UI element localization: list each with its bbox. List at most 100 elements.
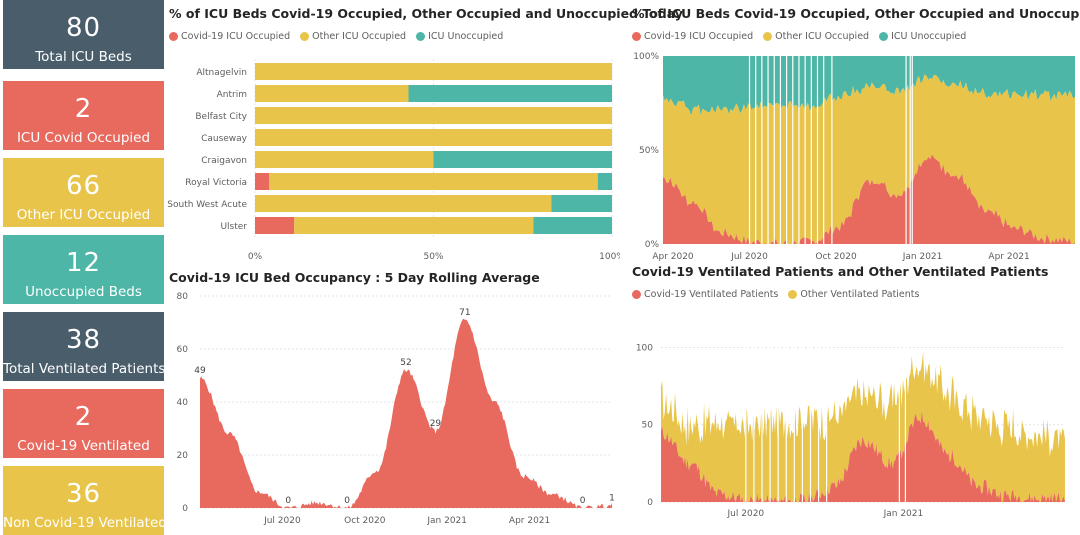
x-tick-label: Oct 2020 (815, 252, 857, 262)
kpi-value: 2 (74, 402, 93, 432)
kpi-value: 2 (74, 94, 93, 124)
kpi-label: Other ICU Occupied (16, 207, 151, 223)
legend-dot-unocc (416, 32, 426, 41)
y-tick-label: 100% (633, 52, 659, 62)
y-tick-label: 0 (182, 504, 188, 514)
kpi-label: ICU Covid Occupied (16, 130, 151, 146)
bar-segment (255, 85, 409, 102)
legend-dot-other (763, 32, 773, 41)
rolling-average-area-chart[interactable]: 0 20 40 60 80 Jul 2020 Oct 2020 Jan 2021 Apr 202… (160, 288, 620, 528)
bar-segment (255, 107, 612, 124)
kpi-value: 80 (65, 13, 102, 43)
legend-dot-other (300, 32, 310, 41)
legend-label-other: Other ICU Occupied (775, 31, 870, 42)
legend-label-covid-vent: Covid-19 Ventilated Patients (644, 289, 779, 300)
legend-hospital-today[interactable]: Covid-19 ICU Occupied Other ICU Occupied… (169, 31, 507, 42)
kpi-card[interactable]: 2 ICU Covid Occupied (3, 81, 164, 150)
data-label: 0 (285, 496, 291, 506)
bar-segment (294, 217, 534, 234)
x-tick-label: Apr 2020 (652, 252, 694, 262)
bar-segment (533, 217, 612, 234)
x-tick-label: Apr 2021 (988, 252, 1029, 262)
kpi-value: 66 (65, 171, 102, 201)
kpi-label: Covid-19 Ventilated (17, 438, 150, 454)
kpi-label: Total ICU Beds (35, 49, 132, 65)
legend-label-other: Other ICU Occupied (312, 31, 407, 42)
x-tick-label: Jan 2021 (426, 516, 467, 526)
kpi-label: Unoccupied Beds (25, 284, 142, 300)
y-tick-label: Antrim (217, 90, 247, 100)
bar-segment (255, 151, 434, 168)
x-tick-label: Jul 2020 (727, 509, 765, 519)
data-label: 52 (400, 358, 411, 368)
x-tick-label: Jul 2020 (263, 516, 301, 526)
legend-label-unocc: ICU Unoccupied (428, 31, 504, 42)
legend-label-unocc: ICU Unoccupied (891, 31, 967, 42)
kpi-card[interactable]: 36 Non Covid-19 Ventilated (3, 466, 164, 535)
kpi-value: 38 (65, 325, 102, 355)
area-other-occupied (663, 74, 1075, 244)
y-tick-label: 80 (177, 292, 189, 302)
y-tick-label: 20 (177, 451, 189, 461)
y-tick-label: Causeway (201, 134, 248, 144)
x-tick-label: 100% (599, 252, 620, 262)
legend-ventilated[interactable]: Covid-19 Ventilated Patients Other Venti… (632, 289, 923, 300)
data-label: 1 (609, 493, 615, 503)
bar-segment (408, 85, 612, 102)
data-label: 49 (194, 366, 206, 376)
legend-dot-unocc (879, 32, 889, 41)
kpi-value: 36 (65, 479, 102, 509)
legend-label-covid: Covid-19 ICU Occupied (644, 31, 754, 42)
bar-segment (255, 63, 612, 80)
bar-segment (269, 173, 598, 190)
area-unoccupied (663, 56, 1075, 116)
kpi-label: Non Covid-19 Ventilated (3, 515, 164, 531)
chart-title-hospital-today: % of ICU Beds Covid-19 Occupied, Other O… (169, 6, 683, 21)
legend-dot-other-vent (788, 290, 798, 299)
area-covid-ventilated (661, 410, 1065, 502)
y-tick-label: 40 (177, 398, 189, 408)
y-tick-label: 100 (636, 343, 653, 353)
y-tick-label: Ulster (220, 222, 247, 232)
y-tick-label: 0 (647, 498, 653, 508)
y-tick-label: 60 (177, 345, 189, 355)
y-tick-label: Altnagelvin (196, 68, 247, 78)
x-tick-label: 50% (423, 252, 443, 262)
area-covid-rolling-average (200, 318, 612, 508)
legend-pct-over-time[interactable]: Covid-19 ICU Occupied Other ICU Occupied… (632, 31, 970, 42)
kpi-card[interactable]: 80 Total ICU Beds (3, 0, 164, 69)
data-label: 71 (459, 308, 470, 318)
bar-segment (255, 129, 612, 146)
legend-dot-covid (632, 32, 641, 41)
bar-segment (255, 195, 552, 212)
y-tick-label: Craigavon (201, 156, 247, 166)
y-tick-label: Royal Victoria (185, 178, 247, 188)
y-tick-label: South West Acute (167, 200, 247, 210)
chart-title-pct-over-time: % of ICU Beds Covid-19 Occupied, Other O… (632, 6, 1080, 21)
kpi-card[interactable]: 2 Covid-19 Ventilated (3, 389, 164, 458)
data-label: 29 (430, 419, 442, 429)
chart-title-ventilated: Covid-19 Ventilated Patients and Other V… (632, 264, 1049, 279)
kpi-card[interactable]: 12 Unoccupied Beds (3, 235, 164, 304)
x-tick-label: Jan 2021 (883, 509, 924, 519)
y-tick-label: 50% (639, 146, 659, 156)
chart-title-rolling-avg: Covid-19 ICU Bed Occupancy : 5 Day Rolli… (169, 270, 540, 285)
ventilated-stacked-area-chart[interactable]: 0 50 100 Jul 2020 Jan 2021 (625, 330, 1077, 530)
bar-segment (551, 195, 612, 212)
kpi-label: Total Ventilated Patients (3, 361, 164, 377)
legend-dot-covid (169, 32, 178, 41)
pct-stacked-area-chart[interactable]: 0% 50% 100% Apr 2020 Jul 2020 Oct 2020 Jan 202… (625, 48, 1077, 263)
hospital-bar-chart[interactable]: Altnagelvin Antrim Belfast City Causeway Cra… (160, 55, 620, 265)
legend-dot-covid-vent (632, 290, 641, 299)
x-tick-label: 0% (248, 252, 263, 262)
data-label: 0 (344, 496, 350, 506)
kpi-card[interactable]: 66 Other ICU Occupied (3, 158, 164, 227)
y-tick-label: 0% (645, 240, 660, 250)
data-label: 0 (580, 496, 586, 506)
y-tick-label: 50 (642, 421, 654, 431)
bar-segment (597, 173, 612, 190)
kpi-card[interactable]: 38 Total Ventilated Patients (3, 312, 164, 381)
y-tick-label: Belfast City (195, 112, 247, 122)
x-tick-label: Apr 2021 (509, 516, 550, 526)
legend-label-covid: Covid-19 ICU Occupied (181, 31, 291, 42)
